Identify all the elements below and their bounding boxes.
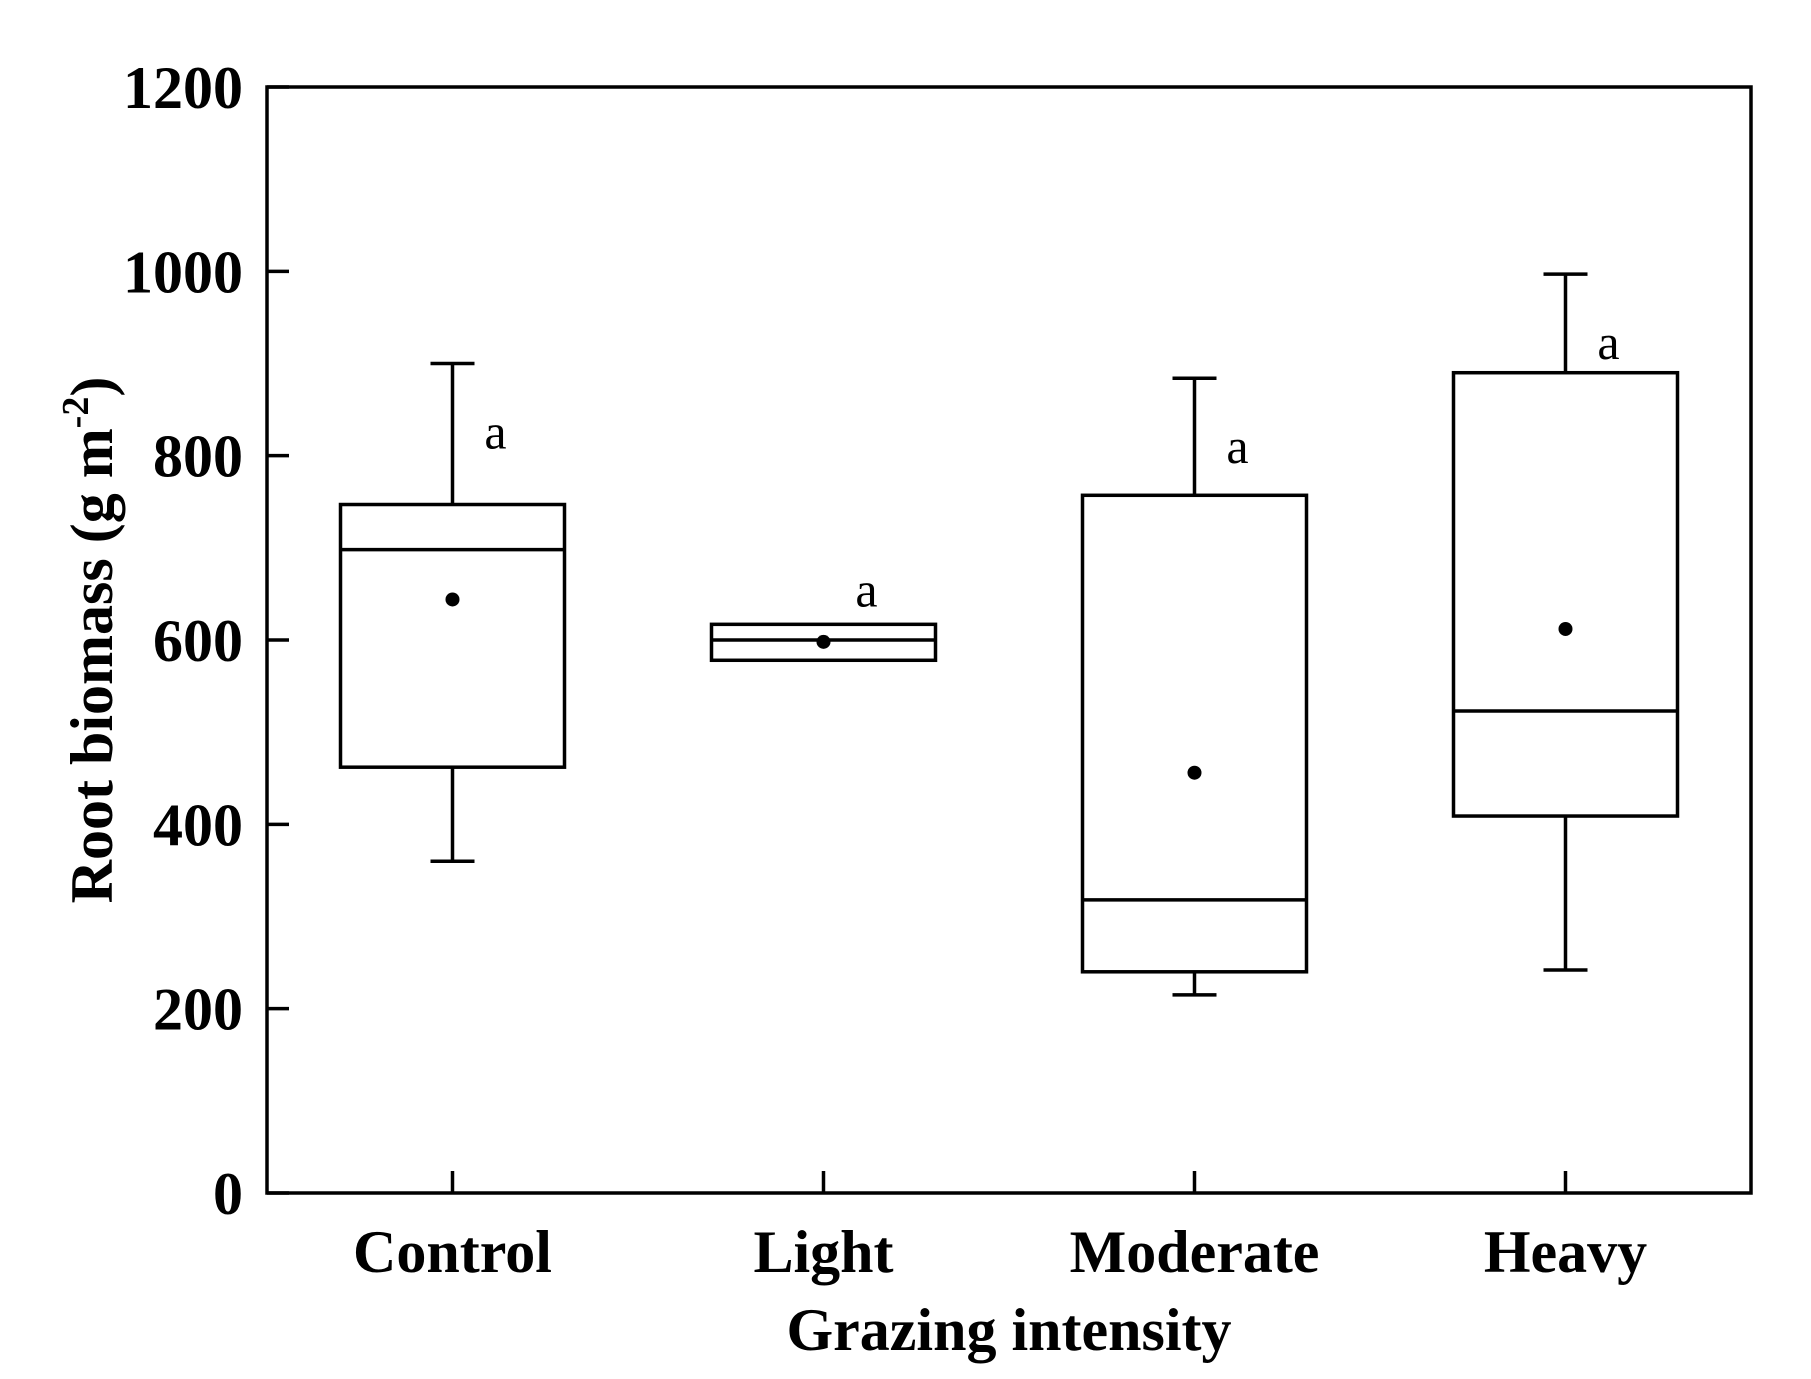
box-light: a: [709, 561, 938, 663]
y-axis-title: Root biomass (g m-2): [55, 377, 125, 904]
box-series: a a a a: [338, 272, 1680, 997]
y-tick-label-600: 600: [153, 608, 243, 674]
y-axis-title-superscript: -2: [55, 397, 97, 429]
x-tick-label-control: Control: [353, 1219, 552, 1285]
x-tick-label-light: Light: [753, 1219, 893, 1285]
significance-letter: a: [484, 404, 506, 460]
iqr-box: [1451, 370, 1680, 818]
y-tick-label-0: 0: [213, 1161, 243, 1227]
y-axis-title-close: ): [59, 377, 125, 397]
mean-point: [445, 592, 460, 607]
box-moderate: a: [1080, 376, 1309, 997]
y-tick-label-800: 800: [153, 424, 243, 490]
x-axis-ticks: Control Light Moderate Heavy: [353, 1171, 1647, 1285]
y-tick-label-1000: 1000: [123, 239, 243, 305]
mean-point: [1187, 765, 1202, 780]
y-tick-label-400: 400: [153, 792, 243, 858]
significance-letter: a: [855, 561, 877, 617]
x-tick-label-moderate: Moderate: [1070, 1219, 1320, 1285]
y-tick-label-1200: 1200: [123, 55, 243, 121]
y-axis-title-main: Root biomass (g m: [59, 428, 125, 903]
y-tick-label-200: 200: [153, 977, 243, 1043]
iqr-box: [1080, 493, 1309, 974]
mean-point: [816, 634, 831, 649]
box-heavy: a: [1451, 272, 1680, 972]
box-control: a: [338, 361, 567, 863]
iqr-box: [338, 502, 567, 769]
significance-letter: a: [1226, 418, 1248, 474]
x-tick-label-heavy: Heavy: [1484, 1219, 1647, 1285]
y-axis-ticks: 0 200 400 600 800 1000 1200: [123, 55, 289, 1227]
x-axis-title: Grazing intensity: [787, 1297, 1232, 1363]
mean-point: [1558, 621, 1573, 636]
significance-letter: a: [1597, 314, 1619, 370]
